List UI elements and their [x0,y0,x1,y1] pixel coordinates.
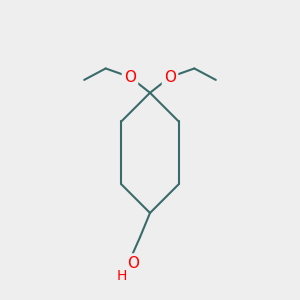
Text: O: O [124,70,136,85]
Text: O: O [164,70,176,85]
Text: O: O [127,256,139,271]
Text: H: H [116,269,127,283]
